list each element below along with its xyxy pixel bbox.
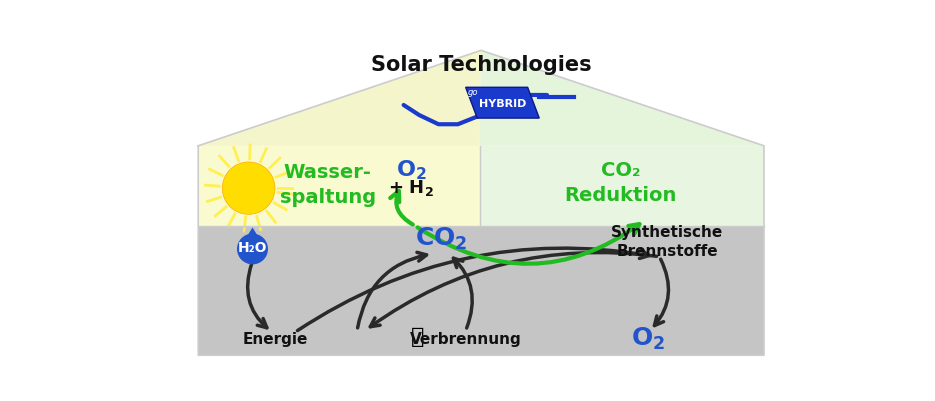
Text: Solar Technologies: Solar Technologies (371, 55, 592, 75)
Bar (480, 146, 764, 226)
Text: $\mathbf{O_2}$: $\mathbf{O_2}$ (631, 325, 665, 352)
Text: CO₂
Reduktion: CO₂ Reduktion (565, 160, 677, 205)
Text: Verbrennung: Verbrennung (410, 331, 522, 346)
Polygon shape (480, 51, 764, 146)
Text: $\mathbf{O_2}$: $\mathbf{O_2}$ (396, 158, 426, 181)
Text: $\mathbf{+\ H_2}$: $\mathbf{+\ H_2}$ (388, 178, 435, 198)
Text: 🔥: 🔥 (410, 326, 424, 346)
Text: HYBRID: HYBRID (479, 98, 526, 108)
Text: Wasser-
spaltung: Wasser- spaltung (280, 163, 376, 207)
Text: go: go (468, 87, 479, 96)
Text: H₂O: H₂O (237, 241, 267, 255)
Text: Energie: Energie (243, 331, 309, 346)
Text: $\mathbf{CO_2}$: $\mathbf{CO_2}$ (414, 225, 468, 252)
Bar (198, 146, 480, 226)
Polygon shape (241, 228, 264, 245)
Bar (198, 226, 764, 355)
Circle shape (223, 162, 275, 215)
Text: Synthetische
Brennstoffe: Synthetische Brennstoffe (611, 225, 724, 258)
Circle shape (237, 234, 268, 265)
Polygon shape (466, 88, 539, 119)
Polygon shape (198, 51, 482, 146)
